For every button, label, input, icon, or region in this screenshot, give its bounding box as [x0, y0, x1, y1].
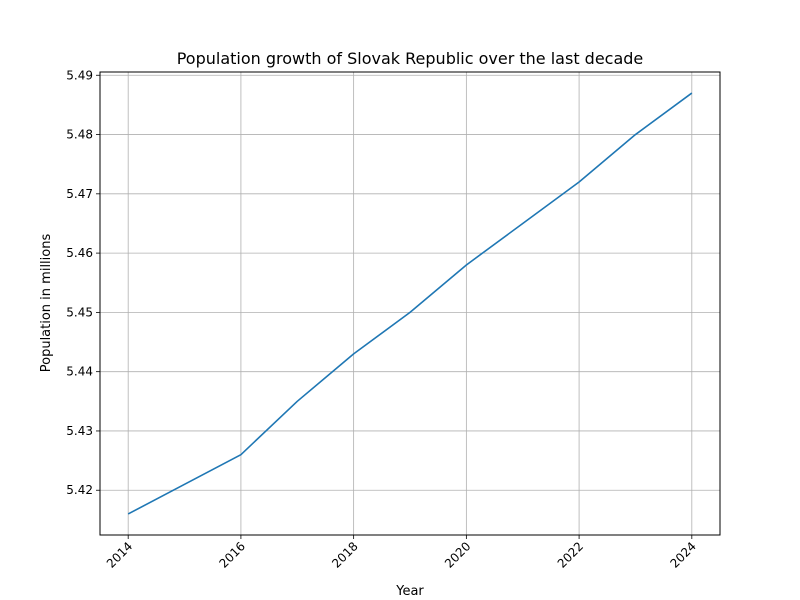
y-tick-label: 5.44 [66, 365, 93, 379]
y-axis: 5.42 5.43 5.44 5.45 5.46 5.47 5.48 5.49 [66, 68, 100, 497]
y-tick-label: 5.42 [66, 483, 93, 497]
y-tick-label: 5.43 [66, 424, 93, 438]
y-tick-label: 5.47 [66, 187, 93, 201]
y-tick-label: 5.49 [66, 68, 93, 82]
y-tick-label: 5.48 [66, 128, 93, 142]
grid [100, 72, 720, 535]
y-tick-label: 5.46 [66, 246, 93, 260]
series-layer [127, 92, 693, 515]
y-tick-label: 5.45 [66, 305, 93, 319]
y-axis-label: Population in millions [39, 234, 54, 373]
plot-frame [99, 71, 721, 536]
chart-title: Population growth of Slovak Republic ove… [177, 49, 644, 68]
series-line [127, 92, 693, 515]
x-axis-label: Year [395, 584, 424, 599]
